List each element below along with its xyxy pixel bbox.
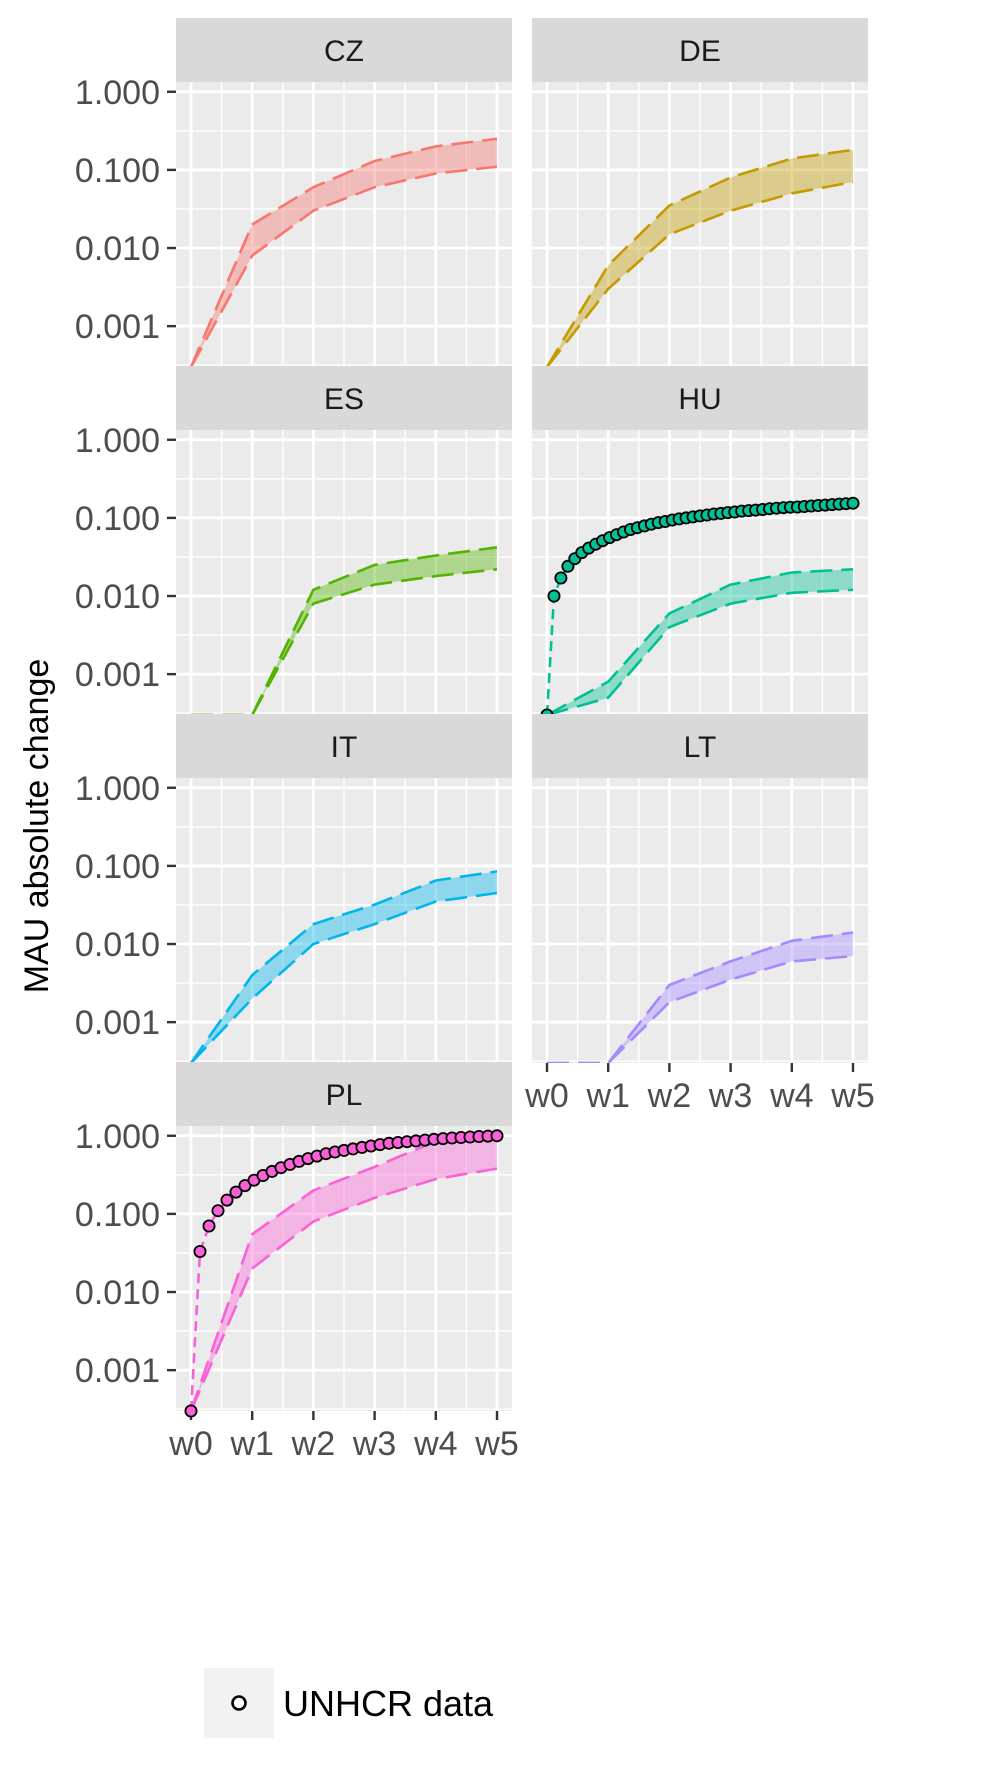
band-es — [191, 547, 497, 715]
strip-label-es: ES — [324, 383, 364, 416]
x-tick-label: w4 — [413, 1425, 457, 1463]
unhcr-point-pl — [490, 1129, 504, 1143]
y-tick-label: 0.001 — [75, 1352, 160, 1390]
strip-label-hu: HU — [678, 383, 721, 416]
x-tick-label: w1 — [585, 1077, 629, 1115]
x-tick-label: w2 — [291, 1425, 335, 1463]
panel-hu: HU — [532, 366, 868, 722]
strip-label-it: IT — [331, 731, 358, 764]
unhcr-point-pl — [220, 1193, 234, 1207]
strip-de — [532, 18, 868, 82]
strip-label-lt: LT — [684, 731, 717, 764]
y-tick-label: 0.100 — [75, 1196, 160, 1234]
x-tick-label: w1 — [229, 1425, 273, 1463]
strip-label-pl: PL — [326, 1079, 363, 1112]
y-tick-label: 1.000 — [75, 74, 160, 112]
band-pl — [191, 1135, 497, 1411]
y-tick-label: 0.100 — [75, 152, 160, 190]
unhcr-point-pl — [229, 1185, 243, 1199]
y-tick-label: 1.000 — [75, 1118, 160, 1156]
x-tick-label: w2 — [647, 1077, 691, 1115]
y-tick-label: 0.001 — [75, 1004, 160, 1042]
unhcr-point-pl — [202, 1219, 216, 1233]
panel-de: DE — [532, 18, 868, 367]
strip-pl — [176, 1062, 512, 1126]
x-tick-label: w0 — [524, 1077, 568, 1115]
strip-lt — [532, 714, 868, 778]
unhcr-point-hu — [846, 496, 860, 510]
x-tick-label: w3 — [352, 1425, 396, 1463]
band-de — [547, 149, 853, 367]
band-upper-line-de — [545, 148, 854, 367]
band-cz — [191, 138, 497, 367]
strip-label-de: DE — [679, 35, 721, 68]
y-tick-label: 0.100 — [75, 500, 160, 538]
x-tick-label: w4 — [769, 1077, 813, 1115]
strip-it — [176, 714, 512, 778]
band-lower-line-it — [190, 891, 498, 1063]
strip-cz — [176, 18, 512, 82]
y-tick-label: 0.010 — [75, 1274, 160, 1312]
band-upper-line-it — [189, 870, 498, 1063]
band-upper-line-hu — [546, 568, 854, 715]
y-tick-label: 0.010 — [75, 578, 160, 616]
y-tick-label: 0.001 — [75, 656, 160, 694]
band-it — [191, 871, 497, 1063]
band-lower-line-es — [191, 568, 498, 715]
band-upper-line-cz — [189, 137, 498, 367]
panel-pl: PL 0.001 0.010 0.100 1.000 w0 w1 w2 w3 w4 w5 — [75, 1062, 519, 1463]
legend: UNHCR data — [204, 1668, 494, 1738]
data-layer-cz — [189, 137, 498, 367]
y-tick-label: 1.000 — [75, 770, 160, 808]
x-tick-label: w0 — [168, 1425, 212, 1463]
unhcr-point-hu — [547, 589, 561, 603]
y-tick-label: 0.001 — [75, 308, 160, 346]
data-layer-it — [189, 870, 498, 1063]
strip-es — [176, 366, 512, 430]
legend-label-unhcr-data: UNHCR data — [283, 1683, 494, 1724]
band-hu — [547, 569, 853, 715]
band-upper-line-es — [191, 546, 498, 715]
band-lower-line-lt — [547, 954, 854, 1063]
band-lower-line-cz — [189, 165, 498, 367]
panels-layer: CZ 0.001 0.010 0.100 1.000 DE ES 0.001 0.010 0.10… — [75, 18, 875, 1463]
x-tick-label: w5 — [830, 1077, 874, 1115]
x-tick-label: w5 — [474, 1425, 518, 1463]
strip-label-cz: CZ — [324, 35, 364, 68]
strip-hu — [532, 366, 868, 430]
band-lower-line-pl — [189, 1167, 498, 1411]
band-lower-line-hu — [546, 588, 854, 715]
x-tick-label: w3 — [708, 1077, 752, 1115]
unhcr-point-pl — [184, 1404, 198, 1418]
band-upper-line-lt — [547, 931, 854, 1063]
band-lower-line-de — [545, 180, 854, 367]
panel-it: IT 0.001 0.010 0.100 1.000 — [75, 714, 512, 1063]
unhcr-point-hu — [554, 571, 568, 585]
data-layer-es — [191, 546, 498, 715]
panel-es: ES 0.001 0.010 0.100 1.000 — [75, 366, 512, 715]
data-layer-de — [545, 148, 854, 367]
legend-key-open-circle — [231, 1695, 247, 1711]
panel-lt: LT w0 w1 w2 w3 w4 w5 — [524, 714, 875, 1115]
y-tick-label: 1.000 — [75, 422, 160, 460]
panel-cz: CZ 0.001 0.010 0.100 1.000 — [75, 18, 512, 367]
y-tick-label: 0.100 — [75, 848, 160, 886]
y-tick-label: 0.010 — [75, 926, 160, 964]
unhcr-point-pl — [211, 1204, 225, 1218]
y-tick-label: 0.010 — [75, 230, 160, 268]
unhcr-point-pl — [193, 1245, 207, 1259]
y-axis-title: MAU absolute change — [18, 659, 56, 994]
data-layer-lt — [547, 931, 854, 1063]
